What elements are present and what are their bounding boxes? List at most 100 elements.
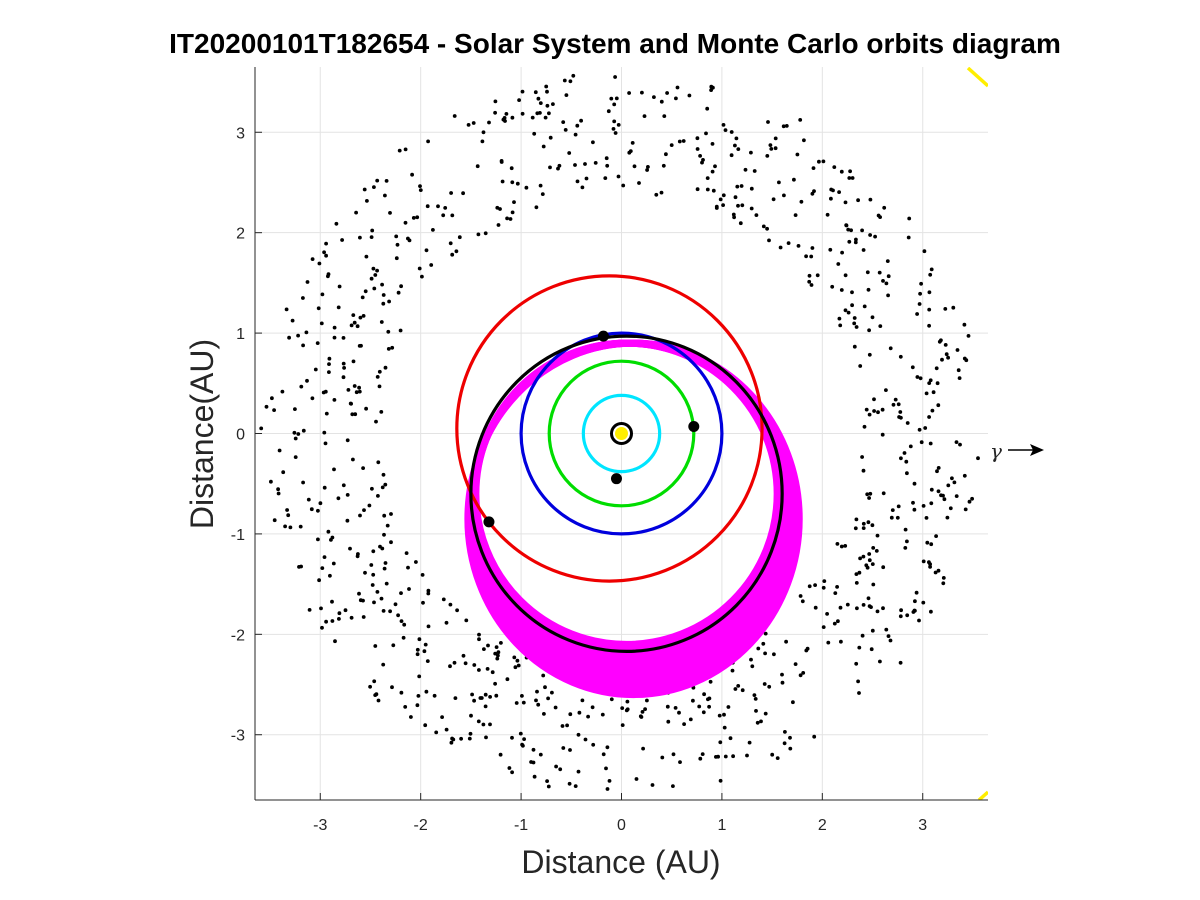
monte-carlo-point xyxy=(424,689,429,694)
monte-carlo-point xyxy=(921,559,926,564)
monte-carlo-point xyxy=(393,602,398,607)
monte-carlo-point xyxy=(352,320,357,325)
monte-carlo-point xyxy=(891,402,896,407)
y-tick-label: 3 xyxy=(236,125,245,142)
monte-carlo-point xyxy=(611,126,616,131)
monte-carlo-point xyxy=(568,79,573,84)
monte-carlo-point xyxy=(813,605,818,610)
monte-carlo-point xyxy=(929,487,934,492)
monte-carlo-point xyxy=(954,494,959,498)
monte-carlo-point xyxy=(659,99,664,104)
monte-carlo-point xyxy=(515,181,520,186)
monte-carlo-point xyxy=(929,267,934,272)
monte-carlo-point xyxy=(917,618,921,623)
monte-carlo-point xyxy=(459,736,463,741)
monte-carlo-point xyxy=(905,613,910,618)
monte-carlo-point xyxy=(418,184,422,189)
monte-carlo-point xyxy=(345,518,350,523)
monte-carlo-point xyxy=(768,143,773,148)
monte-carlo-point xyxy=(557,163,562,168)
monte-carlo-point xyxy=(391,643,396,648)
monte-carlo-point xyxy=(361,615,366,619)
monte-carlo-point xyxy=(726,705,731,709)
monte-carlo-point xyxy=(411,216,416,220)
monte-carlo-point xyxy=(507,766,512,770)
monte-carlo-point xyxy=(771,197,776,202)
monte-carlo-point xyxy=(915,375,920,379)
monte-carlo-point xyxy=(345,438,350,443)
monte-carlo-point xyxy=(448,602,453,607)
monte-carlo-point xyxy=(322,555,327,559)
monte-carlo-point xyxy=(475,164,480,169)
y-tick-label: -3 xyxy=(231,728,245,745)
monte-carlo-point xyxy=(386,329,391,334)
monte-carlo-point xyxy=(927,415,931,419)
monte-carlo-point xyxy=(688,717,693,722)
monte-carlo-point xyxy=(639,715,644,719)
monte-carlo-point xyxy=(317,578,321,583)
monte-carlo-point xyxy=(349,323,354,328)
monte-carlo-point xyxy=(878,659,882,664)
monte-carlo-point xyxy=(276,487,280,492)
monte-carlo-point xyxy=(738,221,743,226)
monte-carlo-point xyxy=(382,513,387,518)
monte-carlo-point xyxy=(929,501,934,506)
monte-carlo-point xyxy=(884,281,889,286)
monte-carlo-point xyxy=(948,506,953,511)
monte-carlo-point xyxy=(409,715,413,719)
monte-carlo-point xyxy=(735,184,740,189)
monte-carlo-point xyxy=(381,609,386,613)
monte-carlo-point xyxy=(755,720,760,725)
monte-carlo-point xyxy=(798,673,803,678)
monte-carlo-point xyxy=(616,174,621,179)
monte-carlo-point xyxy=(521,700,526,705)
monte-carlo-point xyxy=(508,217,513,221)
monte-carlo-point xyxy=(917,427,922,432)
monte-carlo-point xyxy=(799,199,804,204)
monte-carlo-point xyxy=(673,706,678,710)
monte-carlo-point xyxy=(487,120,491,125)
monte-carlo-point xyxy=(444,727,449,732)
monte-carlo-point xyxy=(477,637,481,642)
monte-carlo-point xyxy=(928,441,933,446)
monte-carlo-point xyxy=(319,606,323,611)
monte-carlo-point xyxy=(913,599,917,604)
monte-carlo-point xyxy=(671,784,675,788)
monte-carlo-point xyxy=(763,651,767,656)
monte-carlo-point xyxy=(371,549,376,554)
monte-carlo-point xyxy=(354,390,359,395)
monte-carlo-point xyxy=(293,436,298,441)
monte-carlo-point xyxy=(942,497,947,502)
monte-carlo-point xyxy=(384,179,389,183)
monte-carlo-point xyxy=(396,613,400,618)
monte-carlo-point xyxy=(306,497,311,502)
monte-carlo-point xyxy=(567,781,572,786)
monte-carlo-point xyxy=(324,241,328,246)
monte-carlo-point xyxy=(852,321,857,326)
monte-carlo-point xyxy=(958,442,962,447)
monte-carlo-point xyxy=(700,752,705,756)
y-tick-labels: -3 -2 -1 0 1 2 3 xyxy=(231,125,245,744)
monte-carlo-point xyxy=(714,206,719,210)
monte-carlo-point xyxy=(480,139,485,144)
monte-carlo-point xyxy=(531,760,536,765)
monte-carlo-point xyxy=(535,689,539,694)
monte-carlo-point xyxy=(407,238,412,243)
monte-carlo-point xyxy=(410,172,414,177)
monte-carlo-point xyxy=(612,119,617,124)
monte-carlo-point xyxy=(807,584,812,589)
monte-carlo-point xyxy=(861,526,866,530)
monte-carlo-point xyxy=(307,608,312,612)
monte-carlo-point xyxy=(905,471,909,476)
monte-carlo-point xyxy=(838,605,843,610)
monte-carlo-point xyxy=(847,239,852,244)
monte-carlo-point xyxy=(573,163,577,167)
monte-carlo-point xyxy=(705,176,710,181)
monte-carlo-point xyxy=(707,704,711,709)
monte-carlo-point xyxy=(714,755,718,759)
monte-carlo-point xyxy=(296,333,300,338)
monte-carlo-point xyxy=(449,191,453,195)
monte-carlo-point xyxy=(379,410,384,414)
monte-carlo-point xyxy=(481,130,486,135)
